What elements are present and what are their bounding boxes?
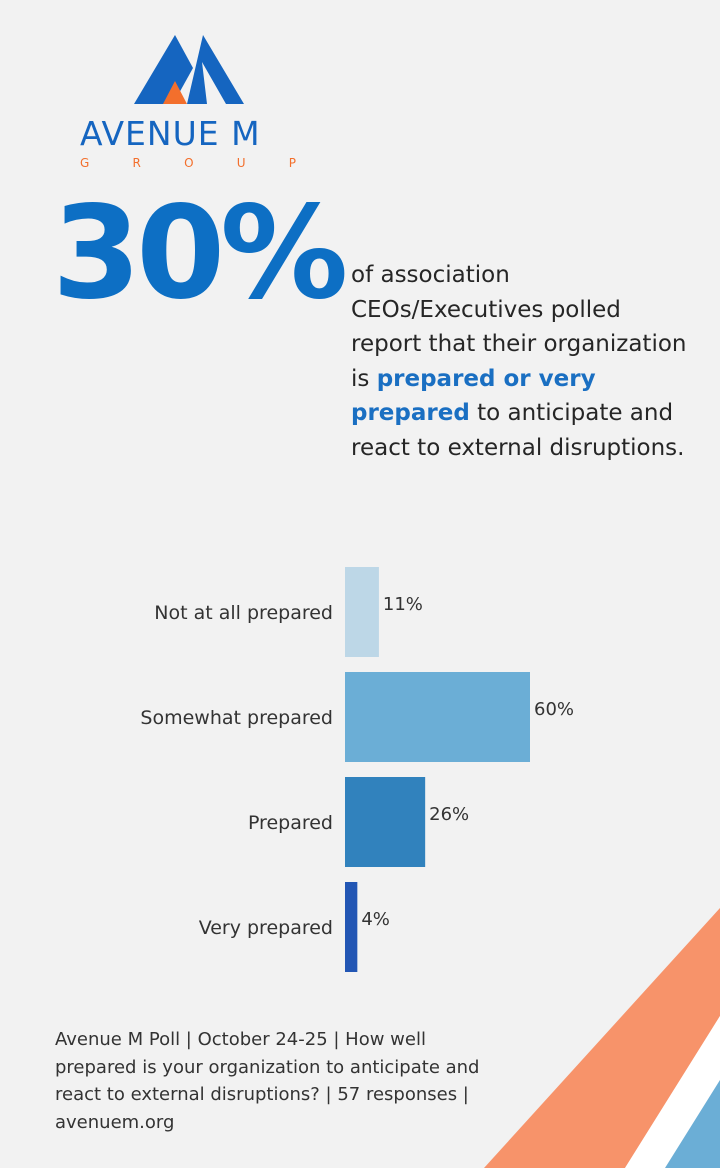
brand-sub-letter: G [80, 156, 90, 170]
category-label: Not at all prepared [154, 602, 333, 624]
category-label: Somewhat prepared [140, 707, 333, 729]
bar-3 [345, 882, 358, 972]
value-label: 4% [361, 909, 390, 930]
brand-sub-letter: P [288, 156, 296, 170]
bar-chart: Not at all prepared 11% Somewhat prepared 6… [140, 567, 574, 972]
brand-sub-letter: O [184, 156, 194, 170]
bar-0 [345, 567, 379, 657]
category-label: Very prepared [199, 917, 333, 939]
headline-text-after: to anticipate and react to external disr… [351, 400, 685, 461]
headline-text: of association CEOs/Executives polled re… [351, 258, 696, 465]
footer-source: Avenue M Poll | October 24-25 | How well… [55, 1029, 480, 1133]
brand-subtitle: G R O U P [80, 156, 296, 170]
headline-stat: 30% [52, 179, 348, 328]
brand-name: AVENUE M [80, 114, 261, 153]
brand-sub-letter: R [132, 156, 141, 170]
bar-1 [345, 672, 530, 762]
category-label: Prepared [248, 812, 333, 834]
brand-sub-letter: U [236, 156, 246, 170]
brand-logo: AVENUE M G R O U P [80, 32, 300, 172]
value-label: 60% [534, 699, 574, 720]
headline-highlight: prepared or very prepared [351, 365, 596, 427]
value-label: 11% [383, 594, 423, 615]
bar-2 [345, 777, 426, 867]
logo-mark-icon [134, 35, 244, 104]
blue-stripe [665, 1080, 720, 1168]
headline-text-before: of association CEOs/Executives polled re… [351, 262, 687, 392]
white-stripe [625, 1016, 720, 1168]
value-label: 26% [429, 804, 469, 825]
